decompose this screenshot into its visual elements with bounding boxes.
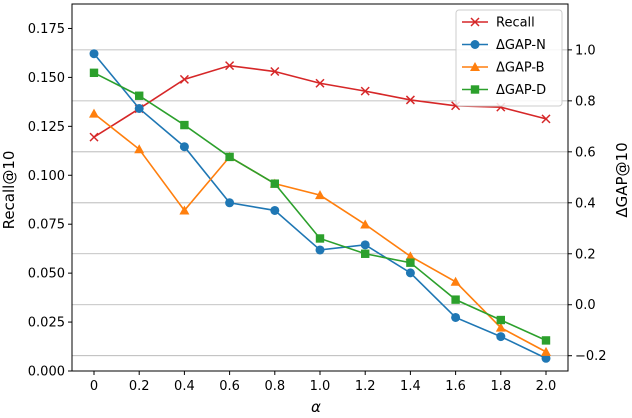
series-0-point-4 [270,66,280,77]
series-layer [89,49,551,363]
left-tick-label-2: 0.050 [28,267,65,282]
series-1-point-2 [179,142,189,152]
x-tick-label-4: 0.8 [264,379,285,394]
series-3-point-5 [315,234,325,243]
legend-box [455,9,563,107]
series-3-line [93,72,547,342]
right-axis-title: ΔGAP@10 [613,142,631,217]
series-0-point-7 [405,95,415,105]
legend-entry-2-marker [470,62,480,71]
x-tick-label-0: 0 [90,379,98,394]
series-1 [89,49,551,363]
right-tick-label-5: 0.8 [575,94,596,109]
series-1-point-6 [360,240,370,250]
series-2-point-0 [89,108,99,118]
series-1-point-0 [89,49,99,59]
series-1-point-10 [541,353,551,363]
right-tick-label-6: 1.0 [575,43,596,58]
right-tick-label-0: −0.2 [575,349,607,364]
legend-entry-0: Recall [462,16,535,31]
x-tick-label-6: 1.2 [355,379,376,394]
series-3-point-7 [406,258,415,267]
series-3-point-9 [496,315,505,325]
x-tick-label-2: 0.4 [174,379,195,394]
legend-entry-1: ΔGAP-N [462,38,546,53]
legend-entry-1-label: ΔGAP-N [496,38,546,53]
legend-entry-0-label: Recall [496,16,535,31]
series-1-point-9 [496,332,506,342]
left-tick-label-5: 0.125 [28,120,65,135]
series-0-point-6 [360,86,370,96]
x-axis: 0 0.2 0.4 0.6 0.8 1.0 1.2 1.4 1.6 1.8 2.0 [90,371,556,394]
series-3-point-1 [135,91,144,100]
series-1-point-8 [451,312,461,322]
series-1-point-7 [405,268,415,278]
x-tick-label-9: 1.8 [490,379,511,394]
right-axis: −0.2 0.0 0.2 0.4 0.6 0.8 1.0 [568,43,607,364]
right-tick-label-3: 0.4 [575,196,596,211]
x-tick-label-5: 1.0 [310,379,331,394]
right-tick-label-4: 0.6 [575,145,596,160]
x-tick-label-8: 1.6 [445,379,466,394]
legend-entry-0-marker [470,17,480,27]
series-0-point-3 [225,61,235,71]
x-tick-label-1: 0.2 [129,379,150,394]
series-3-point-10 [541,336,551,345]
left-tick-label-3: 0.075 [28,218,65,233]
legend-entry-3: ΔGAP-D [462,83,546,98]
left-tick-label-0: 0.000 [28,365,65,380]
series-0-point-0 [89,132,99,142]
legend-entry-3-label: ΔGAP-D [496,83,546,98]
series-1-point-3 [225,198,235,208]
series-0-point-2 [179,74,189,84]
legend: Recall ΔGAP-N ΔGAP-B ΔGAP-D [455,9,563,107]
series-3-point-3 [225,152,234,162]
x-tick-label-7: 1.4 [400,379,421,394]
x-tick-label-10: 2.0 [536,379,557,394]
series-2-point-9 [495,322,506,332]
series-3-point-4 [270,179,279,188]
series-2-line [93,112,547,353]
series-0-point-10 [541,114,551,124]
series-3-point-0 [89,68,99,78]
right-tick-label-2: 0.2 [575,247,596,262]
series-3-point-2 [180,120,189,130]
left-tick-label-6: 0.150 [28,71,65,86]
series-2-point-5 [315,190,325,200]
left-tick-label-4: 0.100 [28,169,65,184]
legend-entry-2: ΔGAP-B [462,61,545,76]
x-tick-label-3: 0.6 [219,379,240,394]
series-3-point-8 [451,295,460,304]
series-3 [89,68,551,345]
series-2-point-10 [541,346,551,356]
series-2-point-7 [405,251,416,261]
series-0-point-5 [315,78,325,88]
x-axis-title: α [311,398,321,416]
series-1-point-1 [134,103,144,113]
series-3-point-6 [361,249,370,258]
legend-entry-2-label: ΔGAP-B [496,61,545,76]
left-tick-label-1: 0.025 [28,316,65,331]
series-2-point-1 [134,144,145,154]
series-1-point-5 [315,245,325,255]
legend-entry-1-marker [470,40,480,49]
series-2 [89,108,551,356]
left-tick-label-7: 0.175 [28,22,65,37]
series-2-point-8 [450,276,461,286]
series-2-point-6 [360,219,371,229]
left-axis-title: Recall@10 [0,151,18,230]
legend-entry-3-marker [470,85,480,94]
series-1-point-4 [270,205,280,215]
series-2-point-2 [179,205,190,215]
left-axis: 0.000 0.025 0.050 0.075 0.100 0.125 0.150 0.175 [28,22,72,380]
right-tick-label-1: 0.0 [575,298,596,313]
